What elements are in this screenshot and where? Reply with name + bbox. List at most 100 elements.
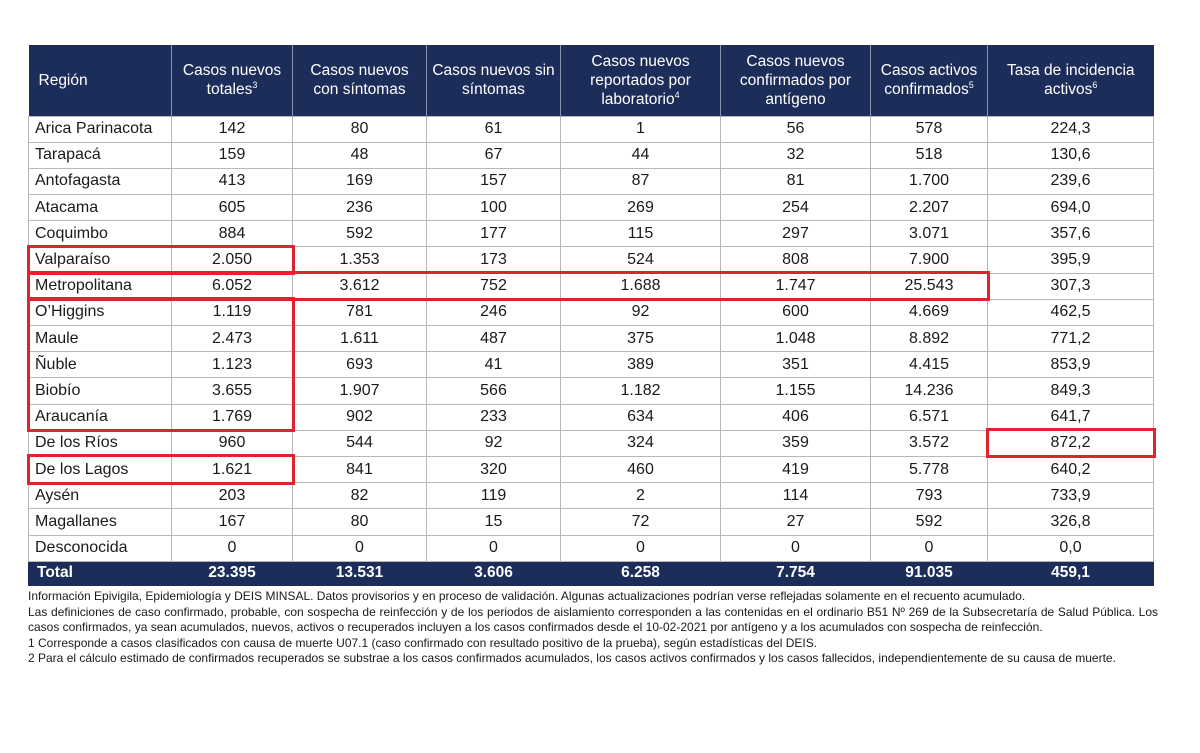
- cell-casos-sin-sintomas: 61: [426, 115, 561, 143]
- note-source: Información Epivigila, Epidemiología y D…: [28, 589, 1026, 603]
- cell-casos-activos: 578: [870, 115, 988, 143]
- cell-casos-sin-sintomas: 487: [426, 324, 561, 353]
- table-body: Arica Parinacota 142 80 61 1 56 578 224,3 Tarapa…: [28, 115, 1154, 586]
- header-casos-sin-sintomas: Casos nuevos sin síntomas: [426, 45, 561, 116]
- cell-casos-nuevos-totales: 167: [171, 508, 293, 536]
- header-casos-antigeno: Casos nuevos confirmados por antígeno: [720, 45, 871, 116]
- cell-casos-nuevos-totales: 605: [171, 194, 293, 222]
- cell-casos-activos: 4.415: [870, 351, 988, 379]
- cell-casos-antigeno: 600: [720, 298, 871, 327]
- cell-casos-activos: 1.700: [870, 167, 988, 196]
- cell-tasa-incidencia: 771,2: [987, 324, 1154, 353]
- table-row: Tarapacá 159 48 67 44 32 518 130,6: [28, 141, 1154, 169]
- cell-casos-activos: 8.892: [870, 324, 988, 353]
- cell-casos-con-sintomas: 693: [292, 351, 427, 379]
- cell-casos-activos: 25.543: [870, 272, 988, 300]
- cell-casos-activos: 4.669: [870, 298, 988, 327]
- cell-casos-laboratorio: 269: [560, 194, 721, 222]
- note-1: 1 Corresponde a casos clasificados con c…: [28, 635, 818, 650]
- cell-region: Tarapacá: [28, 141, 172, 169]
- cell-casos-activos: 7.900: [870, 246, 988, 274]
- cell-casos-antigeno: 32: [720, 141, 871, 169]
- cell-casos-con-sintomas: 841: [292, 455, 427, 484]
- cell-tasa-incidencia: 462,5: [987, 298, 1154, 327]
- cell-casos-activos: 2.207: [870, 194, 988, 222]
- cell-casos-laboratorio: 1.182: [560, 377, 721, 405]
- table-row: Biobío 3.655 1.907 566 1.182 1.155 14.236 849,3: [28, 377, 1154, 405]
- cell-casos-antigeno: 1.048: [720, 324, 871, 353]
- total-tasa-incidencia: 459,1: [987, 560, 1154, 586]
- cell-casos-con-sintomas: 3.612: [292, 272, 427, 300]
- cell-casos-antigeno: 297: [720, 220, 871, 248]
- cell-region: Antofagasta: [28, 167, 172, 196]
- header-row: Región Casos nuevos totales3 Casos nuevo…: [28, 45, 1154, 116]
- cell-tasa-incidencia: 849,3: [987, 377, 1154, 405]
- cell-casos-sin-sintomas: 177: [426, 220, 561, 248]
- cell-casos-laboratorio: 44: [560, 141, 721, 169]
- cell-casos-laboratorio: 524: [560, 246, 721, 274]
- cell-casos-nuevos-totales: 0: [171, 534, 293, 562]
- note-2: 2 Para el cálculo estimado de confirmado…: [28, 651, 1116, 665]
- cell-casos-con-sintomas: 82: [292, 482, 427, 510]
- cell-tasa-incidencia: 853,9: [987, 351, 1154, 379]
- cell-casos-nuevos-totales: 3.655: [171, 377, 293, 405]
- cell-casos-activos: 793: [870, 482, 988, 510]
- cell-casos-laboratorio: 389: [560, 351, 721, 379]
- cell-casos-nuevos-totales: 2.473: [171, 324, 293, 353]
- cell-casos-con-sintomas: 902: [292, 403, 427, 431]
- cell-region: Aysén: [28, 482, 172, 510]
- cell-casos-antigeno: 359: [720, 429, 871, 457]
- cell-casos-sin-sintomas: 15: [426, 508, 561, 536]
- cell-casos-nuevos-totales: 142: [171, 115, 293, 143]
- cell-casos-sin-sintomas: 100: [426, 194, 561, 222]
- cell-tasa-incidencia: 733,9: [987, 482, 1154, 510]
- table-row: Araucanía 1.769 902 233 634 406 6.571 641,7: [28, 403, 1154, 431]
- cell-casos-con-sintomas: 48: [292, 141, 427, 169]
- cell-region: Desconocida: [28, 534, 172, 562]
- cell-casos-laboratorio: 1.688: [560, 272, 721, 300]
- cell-casos-sin-sintomas: 41: [426, 351, 561, 379]
- cell-casos-sin-sintomas: 157: [426, 167, 561, 196]
- cell-casos-nuevos-totales: 159: [171, 141, 293, 169]
- cell-casos-laboratorio: 375: [560, 324, 721, 353]
- table-row: Antofagasta 413 169 157 87 81 1.700 239,6: [28, 167, 1154, 196]
- cell-casos-activos: 5.778: [870, 455, 988, 484]
- total-casos-con-sintomas: 13.531: [292, 560, 427, 586]
- cell-casos-con-sintomas: 1.611: [292, 324, 427, 353]
- cell-region: Maule: [28, 324, 172, 353]
- cell-region: Valparaíso: [28, 246, 172, 274]
- cell-casos-laboratorio: 2: [560, 482, 721, 510]
- cell-casos-con-sintomas: 236: [292, 194, 427, 222]
- cell-casos-antigeno: 27: [720, 508, 871, 536]
- cell-casos-con-sintomas: 592: [292, 220, 427, 248]
- total-region: Total: [28, 560, 172, 586]
- cell-casos-sin-sintomas: 566: [426, 377, 561, 405]
- footnotes: Información Epivigila, Epidemiología y D…: [28, 589, 1158, 701]
- cell-tasa-incidencia: 130,6: [987, 141, 1154, 169]
- header-casos-con-sintomas: Casos nuevos con síntomas: [292, 45, 427, 116]
- cell-casos-antigeno: 56: [720, 115, 871, 143]
- cell-casos-nuevos-totales: 1.119: [171, 298, 293, 327]
- cell-casos-antigeno: 1.155: [720, 377, 871, 405]
- note-definitions: Las definiciones de caso confirmado, pro…: [28, 604, 1158, 635]
- table-row: Arica Parinacota 142 80 61 1 56 578 224,3: [28, 115, 1154, 143]
- cell-casos-sin-sintomas: 173: [426, 246, 561, 274]
- cell-casos-antigeno: 406: [720, 403, 871, 431]
- cell-casos-nuevos-totales: 6.052: [171, 272, 293, 300]
- cell-casos-laboratorio: 92: [560, 298, 721, 327]
- cell-casos-antigeno: 1.747: [720, 272, 871, 300]
- table-row: Aysén 203 82 119 2 114 793 733,9: [28, 482, 1154, 510]
- cell-casos-con-sintomas: 169: [292, 167, 427, 196]
- total-casos-nuevos-totales: 23.395: [171, 560, 293, 586]
- cell-casos-con-sintomas: 544: [292, 429, 427, 457]
- cell-region: Coquimbo: [28, 220, 172, 248]
- table-row: Maule 2.473 1.611 487 375 1.048 8.892 771,2: [28, 324, 1154, 353]
- header-tasa-incidencia: Tasa de incidencia activos6: [987, 45, 1154, 116]
- total-casos-laboratorio: 6.258: [560, 560, 721, 586]
- cell-tasa-incidencia: 307,3: [987, 272, 1154, 300]
- cell-casos-con-sintomas: 1.907: [292, 377, 427, 405]
- cell-region: Biobío: [28, 377, 172, 405]
- cell-tasa-incidencia: 239,6: [987, 167, 1154, 196]
- cell-casos-sin-sintomas: 752: [426, 272, 561, 300]
- cell-casos-nuevos-totales: 1.621: [171, 455, 293, 484]
